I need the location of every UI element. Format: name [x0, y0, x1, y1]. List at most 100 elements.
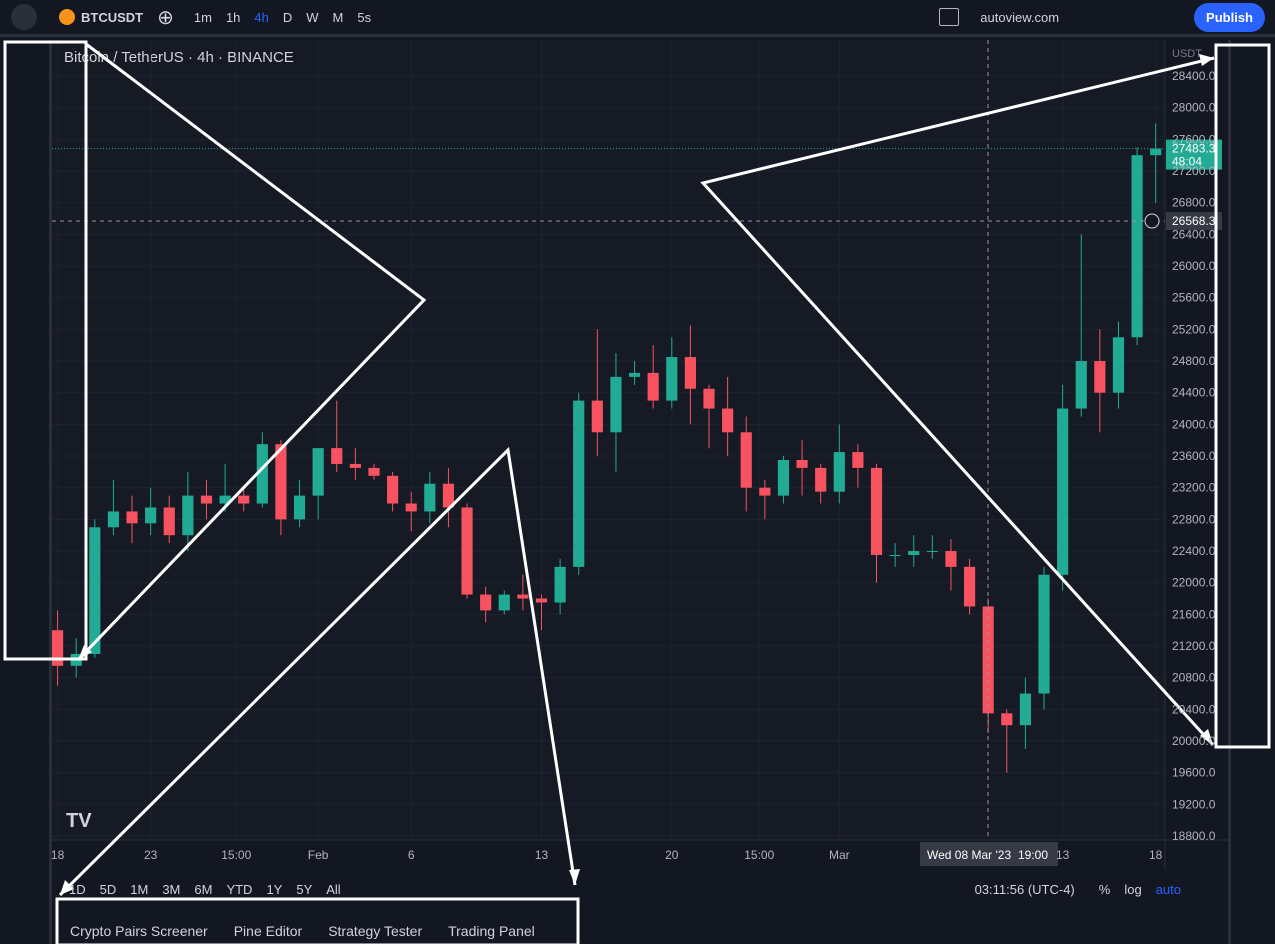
- crosshair-price-box: [1166, 212, 1222, 231]
- candle-body: [1001, 713, 1013, 726]
- candle-body: [889, 554, 901, 556]
- avatar[interactable]: [11, 4, 37, 30]
- candle-body: [349, 463, 361, 468]
- candle-body: [1131, 155, 1143, 338]
- x-tick-label: Mar: [829, 848, 850, 862]
- interval-button[interactable]: 5s: [357, 9, 372, 25]
- layout-name[interactable]: autoview.com: [980, 9, 1060, 25]
- candle-body: [145, 507, 157, 524]
- intervals: 1m 1h 4h D W M 5s: [187, 10, 378, 25]
- candle-body: [480, 594, 492, 611]
- crosshair-time-box: [920, 842, 1058, 866]
- y-tick-label: 23600.0: [1172, 449, 1216, 463]
- candle-body: [293, 495, 306, 520]
- symbol[interactable]: BTCUSDT: [81, 9, 144, 25]
- y-tick-label: 23200.0: [1172, 481, 1216, 495]
- axis-option[interactable]: %: [1098, 881, 1111, 897]
- top-bar: BTCUSDT ⊕ 1m 1h 4h D W M 5s autoview.com Publi…: [0, 0, 1275, 37]
- candle-body: [963, 566, 976, 607]
- candle-body: [870, 467, 883, 555]
- x-tick-label: 6: [408, 848, 415, 862]
- y-tick-label: 21200.0: [1172, 639, 1216, 653]
- y-tick-label: 27200.0: [1172, 164, 1216, 178]
- countdown: 48:04: [1172, 155, 1202, 169]
- candle-body: [591, 400, 603, 433]
- candle-body: [945, 551, 957, 567]
- candle-body: [554, 566, 566, 603]
- range-button[interactable]: 5D: [99, 881, 117, 897]
- x-tick-label: 20: [665, 848, 679, 862]
- candle-body: [852, 452, 864, 468]
- candle-body: [238, 495, 250, 504]
- arrowheads: [60, 54, 1214, 895]
- candle-body: [52, 630, 64, 666]
- bottom-tab[interactable]: Strategy Tester: [328, 923, 423, 939]
- candle-body: [368, 467, 380, 476]
- candle-body: [1150, 148, 1162, 156]
- range-button[interactable]: 3M: [162, 881, 181, 897]
- interval-button[interactable]: 1m: [193, 9, 212, 25]
- candle-body: [703, 388, 715, 409]
- y-tick-label: 20400.0: [1172, 702, 1216, 716]
- candle-body: [1057, 408, 1069, 575]
- candle-body: [740, 432, 752, 488]
- y-tick-label: 22000.0: [1172, 576, 1216, 590]
- range-button[interactable]: YTD: [226, 881, 253, 897]
- axis-option[interactable]: auto: [1155, 881, 1181, 897]
- candle-body: [1112, 337, 1125, 393]
- candle-body: [684, 357, 696, 389]
- y-tick-label: 26800.0: [1172, 196, 1216, 210]
- y-tick-label: 20800.0: [1172, 671, 1216, 685]
- publish-button[interactable]: Publish: [1194, 2, 1265, 32]
- y-tick-label: 24000.0: [1172, 417, 1216, 431]
- interval-button[interactable]: M: [332, 9, 344, 25]
- interval-button[interactable]: D: [282, 9, 293, 25]
- bottom-tab[interactable]: Pine Editor: [233, 923, 303, 939]
- y-tick-label: 27600.0: [1172, 132, 1216, 146]
- candle-body: [796, 459, 808, 468]
- bottom-tabs: Crypto Pairs Screener Pine Editor Strategy…: [60, 918, 660, 944]
- left-toolbar: [0, 40, 52, 944]
- y-tick-label: 22800.0: [1172, 512, 1216, 526]
- annotations: [3, 40, 1271, 944]
- candle-body: [424, 483, 436, 512]
- axis-option[interactable]: log: [1124, 881, 1142, 897]
- currency: USDT: [1172, 48, 1202, 60]
- bottom-tab[interactable]: Crypto Pairs Screener: [70, 923, 208, 939]
- interval-button[interactable]: 4h: [254, 9, 269, 25]
- candle-body: [1075, 361, 1087, 409]
- x-tick-label: 15:00: [221, 848, 251, 862]
- range-button[interactable]: 5Y: [296, 881, 313, 897]
- layout-icon[interactable]: [939, 8, 960, 26]
- candle-body: [182, 495, 194, 536]
- range-button[interactable]: 1M: [130, 881, 149, 897]
- interval-button[interactable]: 1h: [225, 9, 241, 25]
- range-button[interactable]: 6M: [194, 881, 213, 897]
- candle-body: [535, 598, 548, 603]
- add-symbol[interactable]: ⊕: [157, 6, 174, 29]
- y-tick-label: 25200.0: [1172, 322, 1216, 336]
- candle-body: [461, 507, 473, 595]
- plot-area: [52, 40, 1165, 840]
- crosshair-add[interactable]: [1144, 213, 1160, 229]
- candle-body: [517, 594, 529, 599]
- x-tick-label: 15:00: [744, 848, 774, 862]
- chart-title: Bitcoin / TetherUS · 4h · BINANCE: [64, 49, 294, 66]
- candle-body: [200, 495, 213, 504]
- candle-body: [1094, 361, 1106, 393]
- candle-body: [256, 444, 268, 504]
- crosshair-price-label: 26568.3: [1172, 214, 1216, 228]
- y-tick-label: 19600.0: [1172, 766, 1216, 780]
- candle-body: [777, 459, 790, 496]
- candle-body: [573, 400, 585, 567]
- interval-button[interactable]: W: [306, 9, 319, 25]
- y-tick-label: 20000.0: [1172, 734, 1216, 748]
- candle-body: [219, 495, 231, 504]
- range-button[interactable]: All: [326, 881, 341, 897]
- range-button[interactable]: 1Y: [266, 881, 283, 897]
- range-button[interactable]: 1D: [69, 881, 86, 897]
- x-tick-label: 18: [51, 848, 65, 862]
- range-bar: 1D 5D 1M 3M 6M YTD 1Y 5Y All 03:11:56 (UTC-4)% log…: [62, 878, 1228, 900]
- bottom-tab[interactable]: Trading Panel: [448, 923, 535, 939]
